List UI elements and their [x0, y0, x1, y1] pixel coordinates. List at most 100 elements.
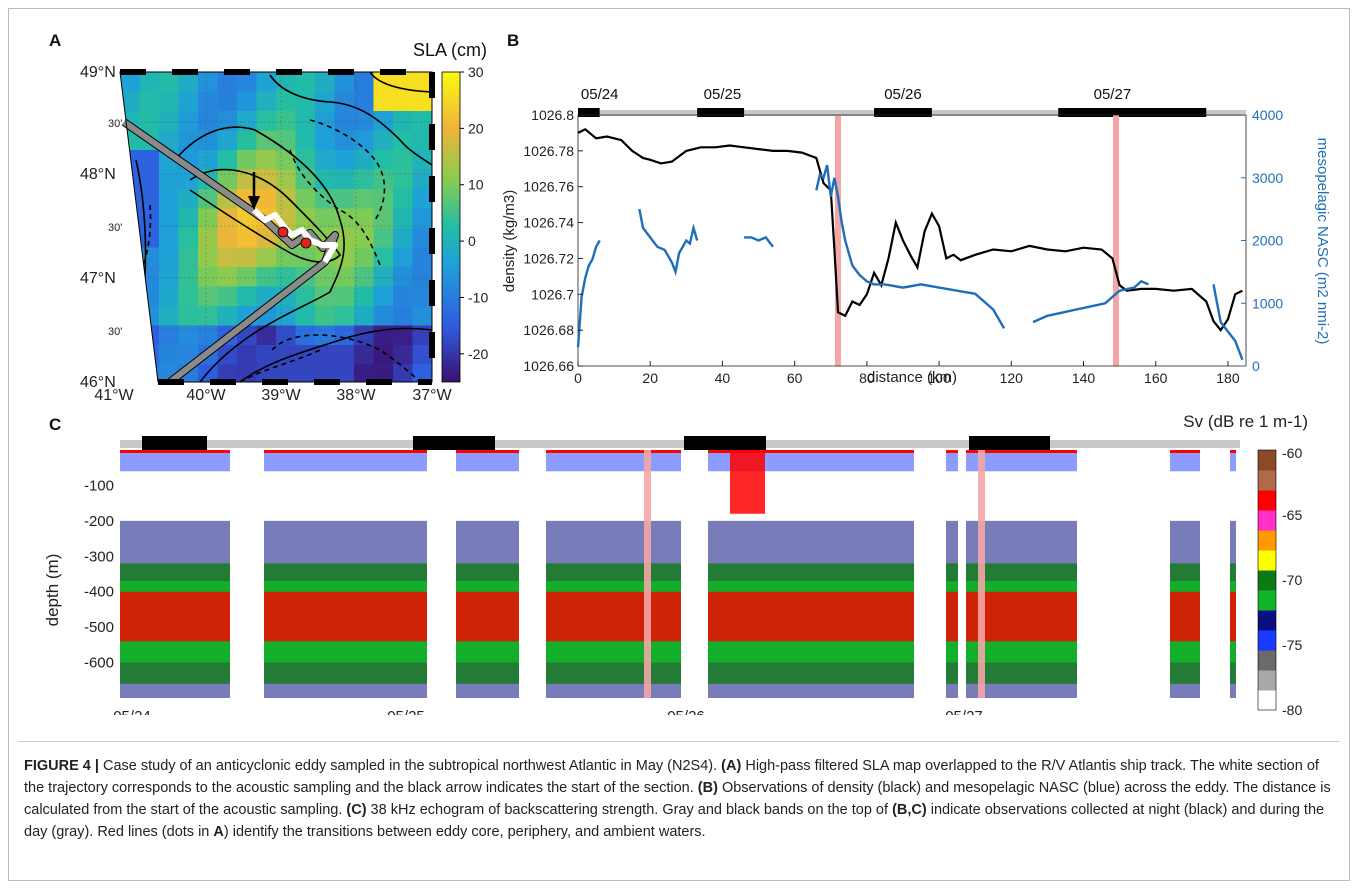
- sla-cell: [373, 111, 394, 131]
- sla-cell: [276, 169, 296, 190]
- colorbar-tick-label: 30: [468, 64, 484, 80]
- sla-cell: [354, 130, 374, 151]
- day-label-b: 05/25: [704, 86, 742, 103]
- sla-cell: [354, 91, 374, 112]
- sla-cell: [217, 150, 238, 170]
- sla-cell: [295, 208, 316, 229]
- nasc-line-segment: [576, 239, 601, 348]
- sla-cell: [120, 228, 140, 248]
- panel-label-b: B: [507, 31, 520, 50]
- day-label-b: 05/26: [884, 86, 922, 103]
- sla-cell: [159, 169, 179, 190]
- sla-cell: [178, 286, 199, 307]
- sla-cell: [334, 325, 355, 346]
- panel-label-a: A: [49, 31, 62, 50]
- lat-tick-label: 48°N: [80, 166, 116, 183]
- lon-tick-label: 37°W: [412, 387, 452, 404]
- sla-cell: [315, 189, 335, 209]
- y-left-tick-label: 1026.66: [523, 358, 574, 374]
- sla-cell: [120, 345, 140, 365]
- sla-cell: [393, 306, 413, 326]
- y-left-tick-label: 1026.74: [523, 215, 574, 231]
- sla-cell: [178, 111, 199, 131]
- sla-cell: [354, 189, 374, 209]
- sla-cell: [139, 91, 160, 112]
- sla-cell: [334, 189, 355, 209]
- transition-band-c: [644, 450, 651, 698]
- sla-cell: [393, 130, 413, 151]
- sla-cell: [217, 111, 238, 131]
- sv-colorbar-frame: [1257, 449, 1277, 711]
- caption-ref-b: (B): [697, 780, 718, 796]
- sv-colorbar-swatch: [1258, 510, 1276, 531]
- sla-cell: [198, 189, 218, 209]
- sla-cell: [393, 286, 413, 307]
- sla-cell: [120, 306, 140, 326]
- sla-cell: [354, 364, 374, 382]
- echogram-surface-patch: [730, 450, 765, 514]
- sla-cell: [334, 150, 355, 170]
- sla-cell: [354, 345, 374, 365]
- sla-cell: [198, 111, 218, 131]
- echogram-surface-line: [708, 450, 914, 453]
- sla-cell: [354, 208, 374, 229]
- sla-cell: [393, 228, 413, 248]
- sla-cell: [373, 247, 394, 268]
- echogram-layer-peak: [120, 591, 230, 642]
- sla-cell: [354, 325, 374, 346]
- sv-colorbar-swatch: [1258, 630, 1276, 651]
- day-label-b: 05/24: [581, 86, 619, 103]
- sv-colorbar-tick-label: -75: [1282, 637, 1302, 653]
- sla-cell: [373, 72, 394, 92]
- lat-tick-label: 47°N: [80, 270, 116, 287]
- sla-cell: [373, 286, 394, 307]
- echogram-segment: [1170, 450, 1200, 698]
- sla-cell: [373, 150, 394, 170]
- sla-cell: [217, 228, 238, 248]
- echogram-layer-peak: [1170, 591, 1200, 642]
- caption-text-3: Observations of density (black) and meso…: [24, 780, 1331, 818]
- sla-cell: [198, 286, 218, 307]
- sla-cell: [373, 91, 394, 112]
- y-left-tick-label: 1026.8: [531, 107, 574, 123]
- night-band-c: [969, 436, 1050, 450]
- caption-divider: [18, 741, 1340, 742]
- sla-cell: [217, 306, 238, 326]
- sla-cell: [412, 364, 432, 382]
- echogram-surface-line: [456, 450, 519, 453]
- y-right-tick-label: 0: [1252, 358, 1260, 374]
- echogram-layer-peak: [456, 591, 519, 642]
- sla-cell: [139, 189, 160, 209]
- sla-cell: [217, 72, 238, 92]
- density-nasc-chart: 05/24 05/25 05/26 05/27 1026.8 1026.78 1026.7…: [501, 86, 1330, 386]
- sla-cell: [139, 111, 160, 131]
- x-tick-label-b: 180: [1216, 370, 1240, 386]
- sv-colorbar-tick-label: -65: [1282, 507, 1302, 523]
- x-axis-label-b: distance (km): [867, 369, 957, 386]
- sla-cell: [139, 208, 160, 229]
- sla-cell: [256, 325, 277, 346]
- sla-cell: [276, 325, 296, 346]
- sla-cell: [178, 228, 199, 248]
- sla-cell: [178, 247, 199, 268]
- sla-cell: [178, 189, 199, 209]
- sla-cell: [393, 150, 413, 170]
- sla-cell: [412, 208, 432, 229]
- sla-cell: [276, 130, 296, 151]
- colorbar-tick-label: 20: [468, 120, 484, 136]
- sla-cell: [256, 111, 277, 131]
- y-right-tick-label: 4000: [1252, 107, 1283, 123]
- sla-cell: [120, 286, 140, 307]
- transition-band-b: [834, 115, 841, 366]
- sla-cell: [237, 247, 257, 268]
- figure-caption: FIGURE 4 | Case study of an anticyclonic…: [24, 755, 1334, 843]
- echogram-segment: [456, 450, 519, 698]
- caption-text-5: indicate observations collected at night…: [24, 802, 1325, 840]
- sla-cell: [393, 267, 413, 287]
- echogram-layer-peak: [1230, 591, 1236, 642]
- echogram: -100 -200 -300 -400 -500 -600 05/24 05/25 05/26…: [43, 412, 1308, 715]
- lon-tick-label: 40°W: [186, 387, 226, 404]
- sv-colorbar-swatch: [1258, 470, 1276, 491]
- nasc-line-segment: [744, 235, 774, 248]
- sla-cell: [412, 325, 432, 346]
